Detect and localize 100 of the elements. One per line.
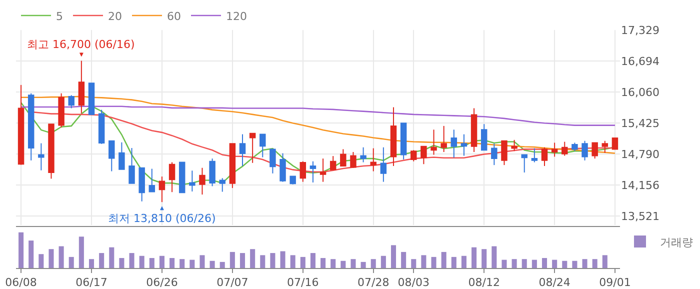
candlestick [330, 156, 336, 170]
y-tick-label: 15,425 [621, 116, 660, 130]
candlestick [209, 158, 216, 187]
bar [441, 252, 446, 268]
bar [280, 251, 286, 268]
bar [48, 249, 54, 268]
bar [170, 258, 175, 268]
legend-label: 5 [56, 10, 63, 23]
bar [370, 259, 376, 268]
bar [210, 260, 215, 268]
candlestick [521, 154, 528, 173]
bar [270, 253, 276, 268]
line-series [20, 106, 616, 126]
candlestick [270, 148, 276, 174]
y-tick-label: 13,521 [621, 210, 660, 224]
bar [472, 247, 477, 268]
x-tick-label: 06/08 [5, 276, 37, 289]
candlestick [199, 167, 206, 196]
annotation: 최저 13,810 (06/26) [108, 212, 216, 225]
candlestick [189, 170, 196, 192]
candlestick [239, 134, 246, 166]
bar [159, 256, 164, 268]
bar [99, 253, 104, 268]
bar [78, 236, 84, 268]
x-tick-label: 06/26 [146, 276, 178, 289]
bar [411, 259, 416, 268]
bar [562, 260, 568, 268]
candlestick [310, 160, 316, 183]
x-tick-label: 09/01 [599, 276, 631, 289]
bar [542, 258, 548, 268]
y-tick-label: 17,329 [621, 24, 660, 37]
bar [180, 259, 185, 268]
bar [592, 259, 598, 268]
bar [360, 262, 366, 268]
bar [88, 259, 94, 268]
bar [250, 249, 256, 268]
candlestick [380, 146, 387, 182]
x-tick-label: 08/03 [398, 276, 430, 289]
bar [18, 232, 24, 268]
legend-label: 20 [108, 10, 122, 23]
bar [190, 260, 195, 268]
candlestick [410, 150, 417, 162]
bar [532, 260, 537, 268]
candlestick [78, 60, 85, 114]
candlestick [38, 142, 44, 171]
bar [310, 253, 316, 268]
y-tick-label: 16,060 [621, 86, 660, 99]
candlestick [158, 176, 166, 203]
legend-label: 120 [226, 10, 247, 23]
candlestick [118, 142, 125, 170]
candlestick [612, 138, 618, 150]
candlestick [480, 124, 488, 151]
bar [38, 254, 44, 268]
candlestick [68, 94, 74, 109]
bar [512, 259, 517, 268]
candlestick [582, 140, 588, 161]
bar [139, 256, 144, 268]
candlestick [219, 178, 226, 192]
bar [492, 246, 497, 268]
y-tick-label: 16,694 [621, 54, 660, 68]
bar [320, 258, 326, 268]
candlestick [460, 134, 468, 156]
bar [431, 256, 436, 268]
candlestick [602, 140, 608, 154]
bar [340, 260, 346, 268]
bar [421, 255, 426, 268]
bar [129, 253, 134, 268]
bar [68, 256, 74, 268]
bar [300, 256, 306, 268]
bar [58, 246, 64, 268]
bar [230, 252, 235, 268]
candlestick [541, 146, 548, 166]
bar [390, 245, 396, 268]
bar [28, 240, 34, 268]
x-tick-label: 07/28 [358, 276, 390, 289]
bar [149, 258, 154, 268]
candlestick [249, 132, 256, 164]
candlestick [430, 129, 437, 156]
candlestick [280, 152, 286, 182]
x-tick-label: 07/07 [216, 276, 248, 289]
bar [200, 255, 205, 268]
bar [522, 259, 527, 268]
candlestick [108, 140, 115, 172]
y-tick-label: 14,790 [621, 148, 660, 161]
candlestick [340, 148, 346, 166]
candlestick [168, 162, 176, 193]
candlestick [360, 146, 366, 163]
bar [220, 262, 225, 268]
annotation: 최고 16,700 (06/16) [27, 38, 135, 51]
x-tick-label: 07/16 [287, 276, 319, 289]
bar [572, 260, 578, 268]
bar [330, 259, 336, 268]
candlestick [320, 158, 326, 182]
candlestick [420, 146, 427, 165]
bar [602, 255, 608, 268]
bar [502, 260, 507, 268]
bar [260, 255, 266, 268]
x-tick-label: 08/12 [468, 276, 500, 289]
legend-label: 거래량 [660, 236, 693, 249]
candlestick [350, 152, 356, 168]
